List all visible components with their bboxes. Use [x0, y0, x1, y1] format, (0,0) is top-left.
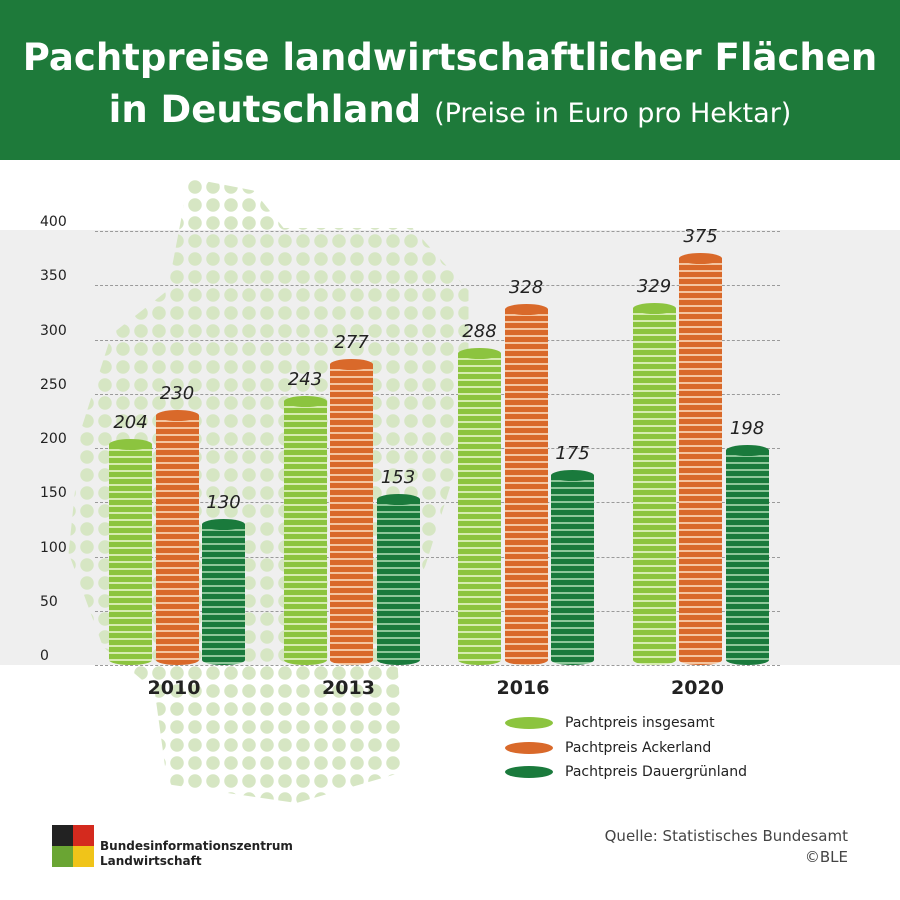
bar-cap — [155, 410, 199, 422]
bar-2016-1 — [504, 304, 548, 665]
gridline — [95, 285, 780, 287]
legend-item-dauergruenland: Pachtpreis Dauergrünland — [505, 762, 747, 782]
x-category-label: 2013 — [322, 677, 375, 699]
bar-cap — [504, 304, 548, 316]
legend-swatch — [505, 742, 553, 754]
bar-cap — [458, 347, 501, 359]
source-text: Quelle: Statistisches Bundesamt — [604, 827, 848, 845]
bar-2013-1 — [330, 359, 373, 665]
legend-swatch — [505, 717, 553, 729]
title-line-1: Pachtpreise landwirtschaftlicher Flächen — [22, 36, 878, 79]
x-category-label: 2016 — [496, 677, 550, 699]
gridline — [95, 556, 780, 558]
bar-cap — [551, 470, 594, 482]
title-region: in Deutschland — [108, 88, 422, 131]
gridline — [95, 393, 780, 395]
legend-item-insgesamt: Pachtpreis insgesamt — [505, 713, 715, 733]
data-label: 375 — [683, 226, 718, 248]
y-tick-label: 300 — [40, 322, 67, 339]
y-tick-label: 200 — [40, 431, 67, 447]
bar-cap — [109, 438, 152, 450]
bar-2016-2 — [551, 470, 594, 665]
logo-text: Bundesinformationszentrum Landwirtschaft — [100, 839, 293, 869]
subtitle: (Preise in Euro pro Hektar) — [434, 98, 792, 129]
bar-2016-0 — [458, 347, 501, 665]
y-tick-label: 0 — [40, 648, 49, 664]
gridline — [95, 448, 780, 449]
y-tick-label: 250 — [40, 376, 67, 393]
data-label: 198 — [729, 418, 765, 440]
bar-2010-0 — [109, 438, 152, 665]
bar-cap — [202, 518, 245, 530]
logo-line-2: Landwirtschaft — [100, 854, 202, 868]
gridline — [95, 231, 780, 232]
data-label: 130 — [206, 491, 241, 513]
logo-line-1: Bundesinformationszentrum — [100, 839, 293, 853]
data-label: 243 — [287, 369, 323, 391]
gridline — [95, 339, 780, 341]
data-label: 204 — [113, 411, 148, 433]
bar-cap — [376, 493, 420, 505]
bar-2020-1 — [679, 253, 722, 665]
bar-2020-2 — [725, 445, 769, 665]
data-label: 175 — [555, 443, 590, 465]
gridline — [95, 665, 780, 666]
bar-2013-2 — [376, 493, 420, 665]
y-tick-label: 350 — [40, 268, 67, 285]
gridline — [95, 502, 780, 504]
bar-cap — [725, 445, 769, 457]
title-line-2: in Deutschland (Preise in Euro pro Hekta… — [0, 88, 900, 131]
bar-cap — [679, 253, 722, 265]
source: Quelle: Statistisches Bundesamt ©BLE — [605, 826, 848, 868]
legend-label: Pachtpreis Ackerland — [565, 740, 712, 756]
data-label: 153 — [380, 466, 416, 488]
data-label: 328 — [508, 277, 544, 299]
gridline — [95, 610, 780, 612]
legend-label: Pachtpreis Dauergrünland — [565, 764, 748, 780]
data-label: 277 — [334, 332, 369, 354]
bar-cap — [283, 396, 327, 408]
data-label: 230 — [159, 383, 195, 405]
copyright: ©BLE — [804, 848, 848, 866]
legend-item-ackerland: Pachtpreis Ackerland — [505, 738, 711, 758]
bzl-logo — [52, 825, 94, 867]
bar-2020-0 — [632, 303, 676, 665]
bar-2010-1 — [155, 410, 199, 665]
header: Pachtpreise landwirtschaftlicher Flächen… — [0, 0, 900, 160]
bar-cap — [330, 359, 373, 371]
legend-label: Pachtpreis insgesamt — [565, 715, 715, 731]
bar-cap — [632, 303, 676, 315]
y-tick-label: 50 — [40, 593, 58, 610]
legend-swatch — [505, 766, 553, 778]
bar-2013-0 — [283, 396, 327, 665]
bar-2010-2 — [202, 518, 245, 665]
y-tick-label: 150 — [40, 485, 67, 502]
y-tick-label: 400 — [40, 214, 67, 230]
x-category-label: 2010 — [147, 677, 201, 699]
y-tick-label: 100 — [40, 539, 67, 556]
x-category-label: 2020 — [671, 677, 724, 699]
data-label: 329 — [636, 276, 672, 298]
data-label: 288 — [462, 320, 497, 342]
